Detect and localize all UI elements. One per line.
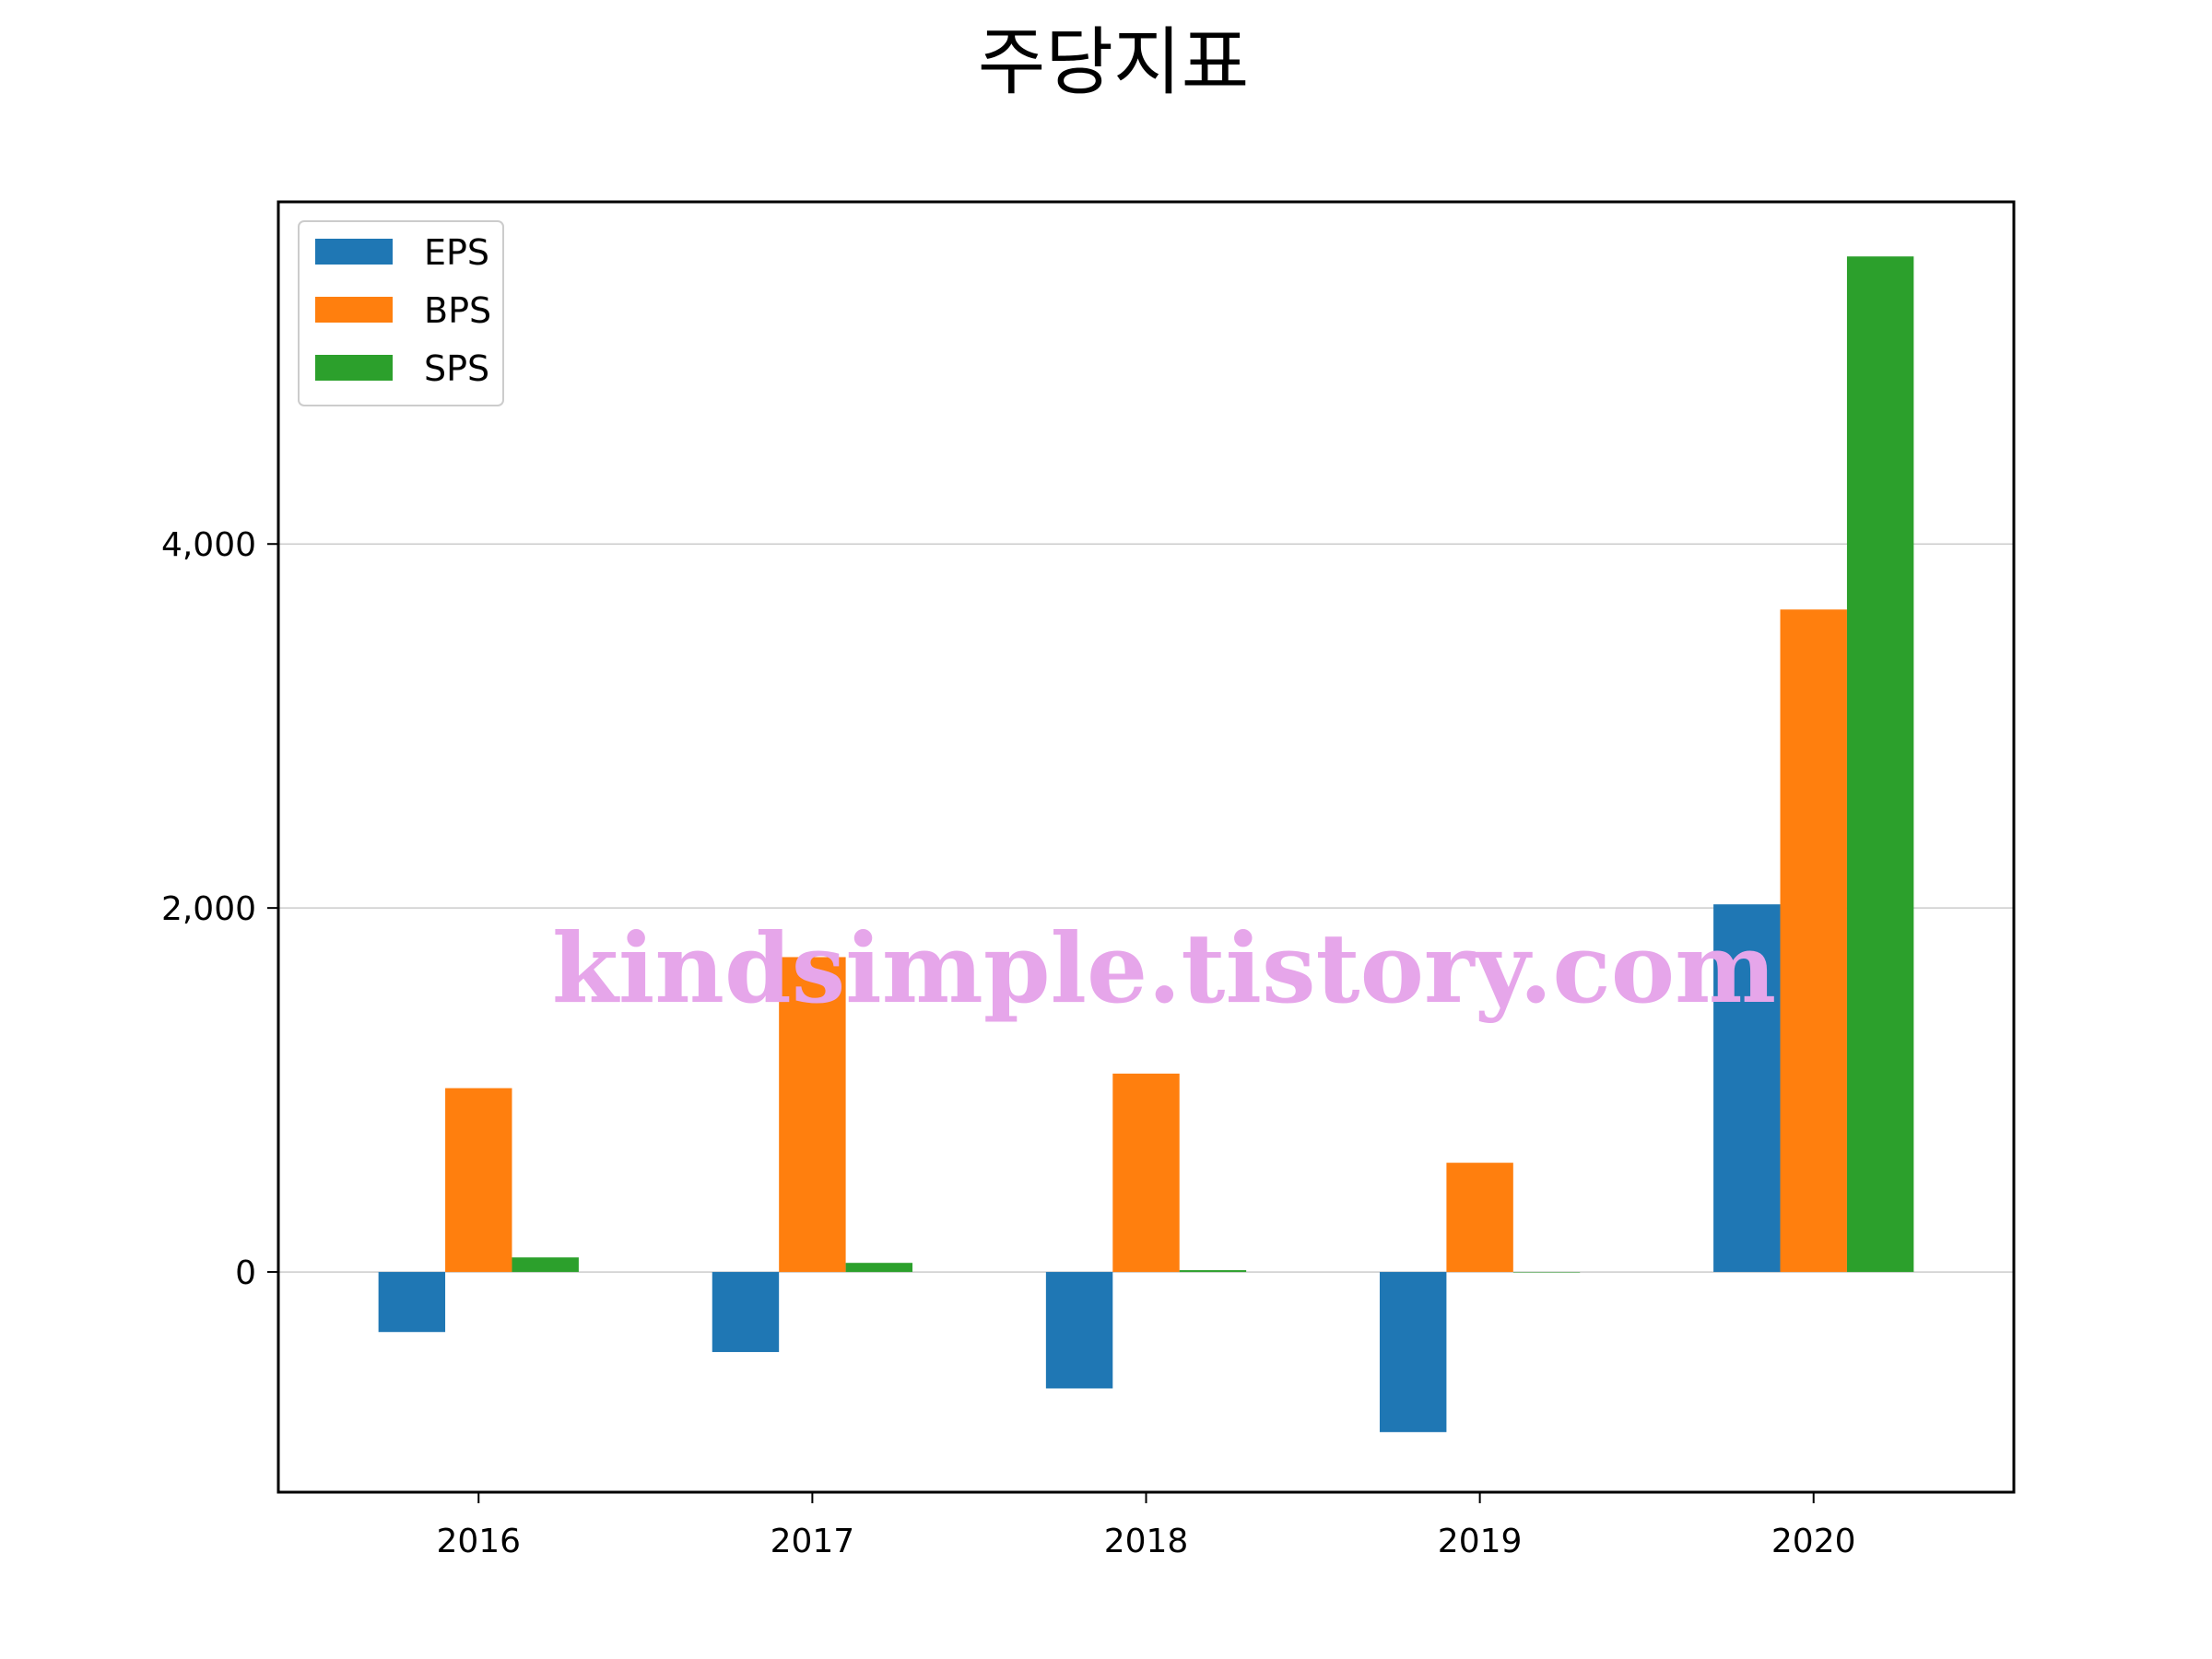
chart-title: 주당지표 (978, 19, 1249, 105)
bar-bps-2018 (1112, 1073, 1180, 1273)
bar-bps-2020 (1780, 609, 1847, 1273)
x-axis: 2016 2017 2018 2019 2020 (436, 1492, 1856, 1560)
bar-bps-2019 (1446, 1162, 1513, 1273)
legend-label-sps: SPS (424, 348, 489, 389)
bar-eps-2019 (1379, 1272, 1447, 1432)
x-tick-label-2018: 2018 (1104, 1523, 1189, 1560)
bar-bps-2017 (779, 957, 846, 1273)
legend-swatch-eps (315, 239, 393, 265)
bar-eps-2017 (712, 1272, 780, 1352)
bar-sps-2018 (1179, 1270, 1247, 1273)
bar-sps-2019 (1512, 1272, 1581, 1273)
y-tick-label-1: 2,000 (161, 890, 256, 928)
bar-eps-2018 (1045, 1272, 1113, 1389)
bar-bps-2016 (445, 1088, 512, 1273)
watermark-text: kindsimple.tistory.com (552, 912, 1776, 1025)
x-tick-label-2019: 2019 (1438, 1523, 1523, 1560)
legend-swatch-bps (315, 297, 393, 323)
legend-swatch-sps (315, 355, 393, 381)
y-tick-label-0: 0 (235, 1254, 256, 1292)
y-axis: 0 2,000 4,000 (161, 526, 278, 1292)
legend-label-eps: EPS (424, 232, 489, 273)
bar-eps-2020 (1713, 904, 1781, 1273)
legend: EPS BPS SPS (298, 220, 504, 406)
bar-sps-2017 (845, 1263, 913, 1273)
bar-sps-2016 (512, 1257, 579, 1273)
x-tick-label-2017: 2017 (771, 1523, 855, 1560)
x-tick-label-2016: 2016 (436, 1523, 521, 1560)
plot-frame (276, 200, 2016, 1494)
legend-label-bps: BPS (424, 290, 491, 331)
y-tick-label-2: 4,000 (161, 526, 256, 564)
bar-sps-2020 (1846, 256, 1914, 1273)
bar-eps-2016 (378, 1272, 446, 1333)
x-tick-label-2020: 2020 (1771, 1523, 1856, 1560)
bars (378, 256, 1914, 1432)
